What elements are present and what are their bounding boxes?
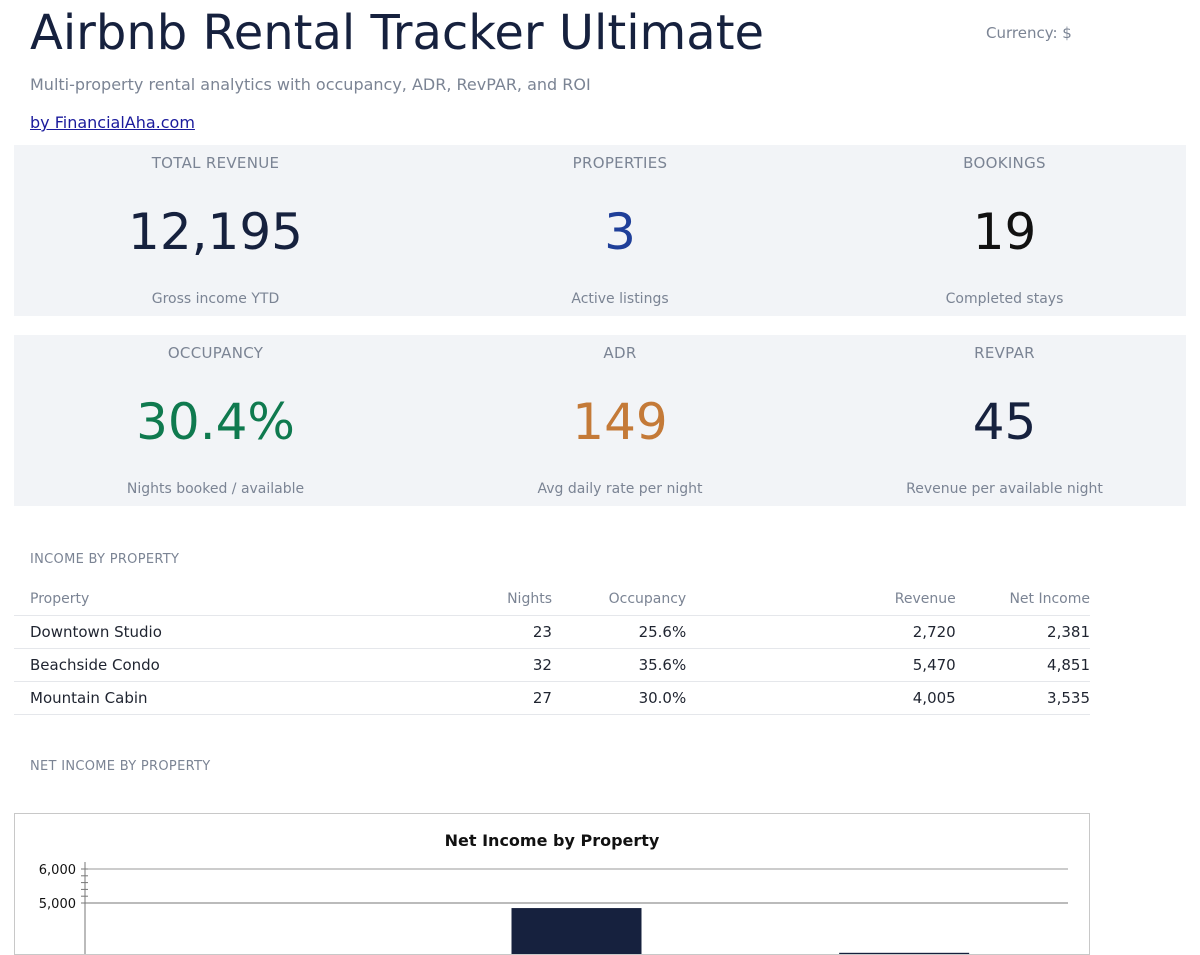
cell-occupancy: 25.6% bbox=[551, 615, 687, 649]
kpi-caption: Active listings bbox=[571, 291, 669, 307]
kpi-value: 149 bbox=[572, 393, 668, 451]
y-tick-label: 5,000 bbox=[39, 897, 76, 912]
cell-property: Downtown Studio bbox=[14, 615, 345, 649]
cell-net-income: 4,851 bbox=[955, 648, 1090, 682]
cell-occupancy: 30.0% bbox=[551, 681, 687, 715]
column-header-property: Property bbox=[14, 582, 345, 616]
column-header-revenue: Revenue bbox=[686, 582, 956, 616]
bar-mountain-cabin bbox=[839, 952, 970, 954]
column-header-net-income: Net Income bbox=[955, 582, 1090, 616]
kpi-value: 30.4% bbox=[136, 393, 295, 451]
cell-revenue: 2,720 bbox=[686, 615, 956, 649]
cell-net-income: 2,381 bbox=[955, 615, 1090, 649]
table-header-row: Property Nights Occupancy Revenue Net In… bbox=[14, 582, 1090, 616]
column-header-occupancy: Occupancy bbox=[551, 582, 687, 616]
cell-nights: 23 bbox=[344, 615, 552, 649]
kpi-occupancy: OCCUPANCY 30.4% Nights booked / availabl… bbox=[14, 335, 417, 506]
bar-beachside-condo bbox=[511, 908, 642, 954]
kpi-caption: Completed stays bbox=[945, 291, 1064, 307]
chart-title: Net Income by Property bbox=[444, 831, 660, 850]
kpi-revpar: REVPAR 45 Revenue per available night bbox=[823, 335, 1186, 506]
kpi-label: REVPAR bbox=[974, 344, 1035, 362]
kpi-caption: Revenue per available night bbox=[906, 481, 1103, 497]
byline-link[interactable]: by FinancialAha.com bbox=[30, 113, 195, 132]
kpi-total-revenue: TOTAL REVENUE 12,195 Gross income YTD bbox=[14, 145, 417, 316]
kpi-properties: PROPERTIES 3 Active listings bbox=[417, 145, 823, 316]
cell-revenue: 5,470 bbox=[686, 648, 956, 682]
cell-nights: 27 bbox=[344, 681, 552, 715]
net-income-section-title: NET INCOME BY PROPERTY bbox=[30, 759, 211, 774]
kpi-row-2: OCCUPANCY 30.4% Nights booked / availabl… bbox=[14, 335, 1186, 506]
income-section-title: INCOME BY PROPERTY bbox=[30, 552, 180, 567]
kpi-value: 19 bbox=[972, 203, 1037, 261]
kpi-bookings: BOOKINGS 19 Completed stays bbox=[823, 145, 1186, 316]
y-tick-label: 6,000 bbox=[39, 863, 76, 878]
table-row: Mountain Cabin 27 30.0% 4,005 3,535 bbox=[14, 681, 1090, 715]
kpi-value: 12,195 bbox=[128, 203, 303, 261]
column-header-nights: Nights bbox=[344, 582, 552, 616]
kpi-label: BOOKINGS bbox=[963, 154, 1046, 172]
cell-net-income: 3,535 bbox=[955, 681, 1090, 715]
kpi-caption: Nights booked / available bbox=[126, 481, 305, 497]
table-row: Beachside Condo 32 35.6% 5,470 4,851 bbox=[14, 648, 1090, 682]
kpi-value: 3 bbox=[604, 203, 636, 261]
kpi-caption: Gross income YTD bbox=[151, 291, 280, 307]
kpi-row-1: TOTAL REVENUE 12,195 Gross income YTD PR… bbox=[14, 145, 1186, 316]
currency-label: Currency: $ bbox=[986, 24, 1072, 42]
kpi-value: 45 bbox=[972, 393, 1037, 451]
net-income-chart: Net Income by Property 6,000 5,000 bbox=[14, 813, 1090, 955]
cell-occupancy: 35.6% bbox=[551, 648, 687, 682]
cell-property: Beachside Condo bbox=[14, 648, 345, 682]
kpi-label: TOTAL REVENUE bbox=[151, 154, 280, 172]
cell-revenue: 4,005 bbox=[686, 681, 956, 715]
page-title: Airbnb Rental Tracker Ultimate bbox=[30, 5, 765, 61]
chart-canvas: 6,000 5,000 bbox=[39, 862, 1068, 954]
page-subtitle: Multi-property rental analytics with occ… bbox=[30, 75, 591, 94]
kpi-caption: Avg daily rate per night bbox=[537, 481, 703, 497]
kpi-label: PROPERTIES bbox=[572, 154, 668, 172]
kpi-label: ADR bbox=[603, 344, 637, 362]
cell-nights: 32 bbox=[344, 648, 552, 682]
kpi-adr: ADR 149 Avg daily rate per night bbox=[417, 335, 823, 506]
table-row: Downtown Studio 23 25.6% 2,720 2,381 bbox=[14, 615, 1090, 649]
income-table: Property Nights Occupancy Revenue Net In… bbox=[14, 582, 1090, 715]
cell-property: Mountain Cabin bbox=[14, 681, 345, 715]
kpi-label: OCCUPANCY bbox=[167, 344, 264, 362]
